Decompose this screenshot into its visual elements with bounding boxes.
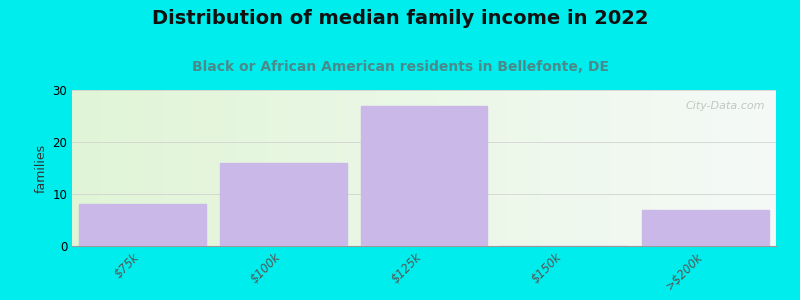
- Bar: [361, 106, 487, 246]
- Text: Distribution of median family income in 2022: Distribution of median family income in …: [152, 9, 648, 28]
- Bar: [79, 204, 206, 246]
- Bar: [642, 210, 769, 246]
- Text: Black or African American residents in Bellefonte, DE: Black or African American residents in B…: [191, 60, 609, 74]
- Y-axis label: families: families: [35, 143, 48, 193]
- Bar: [220, 163, 346, 246]
- Text: City-Data.com: City-Data.com: [686, 101, 766, 111]
